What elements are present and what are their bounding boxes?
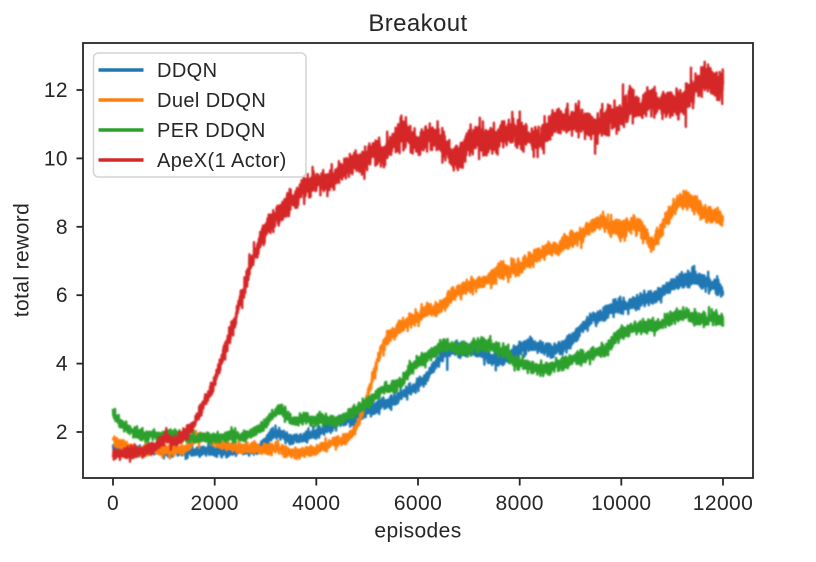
svg-text:6000: 6000 [394, 492, 442, 515]
svg-text:DDQN: DDQN [157, 60, 218, 82]
svg-text:0: 0 [107, 492, 119, 515]
svg-text:2000: 2000 [191, 492, 239, 515]
svg-text:10: 10 [44, 147, 68, 170]
svg-text:8: 8 [56, 216, 68, 239]
svg-text:8000: 8000 [496, 492, 544, 515]
svg-text:PER DDQN: PER DDQN [157, 120, 266, 142]
svg-text:total reword: total reword [11, 203, 34, 318]
svg-text:12000: 12000 [693, 492, 753, 515]
svg-text:episodes: episodes [374, 520, 461, 543]
svg-text:2: 2 [56, 421, 68, 444]
svg-text:4000: 4000 [292, 492, 340, 515]
svg-text:10000: 10000 [591, 492, 651, 515]
svg-text:12: 12 [44, 79, 68, 102]
svg-text:Breakout: Breakout [368, 10, 467, 37]
svg-text:6: 6 [56, 284, 68, 307]
svg-text:ApeX(1 Actor): ApeX(1 Actor) [157, 150, 287, 172]
svg-text:4: 4 [56, 353, 68, 376]
svg-text:Duel DDQN: Duel DDQN [157, 90, 266, 112]
